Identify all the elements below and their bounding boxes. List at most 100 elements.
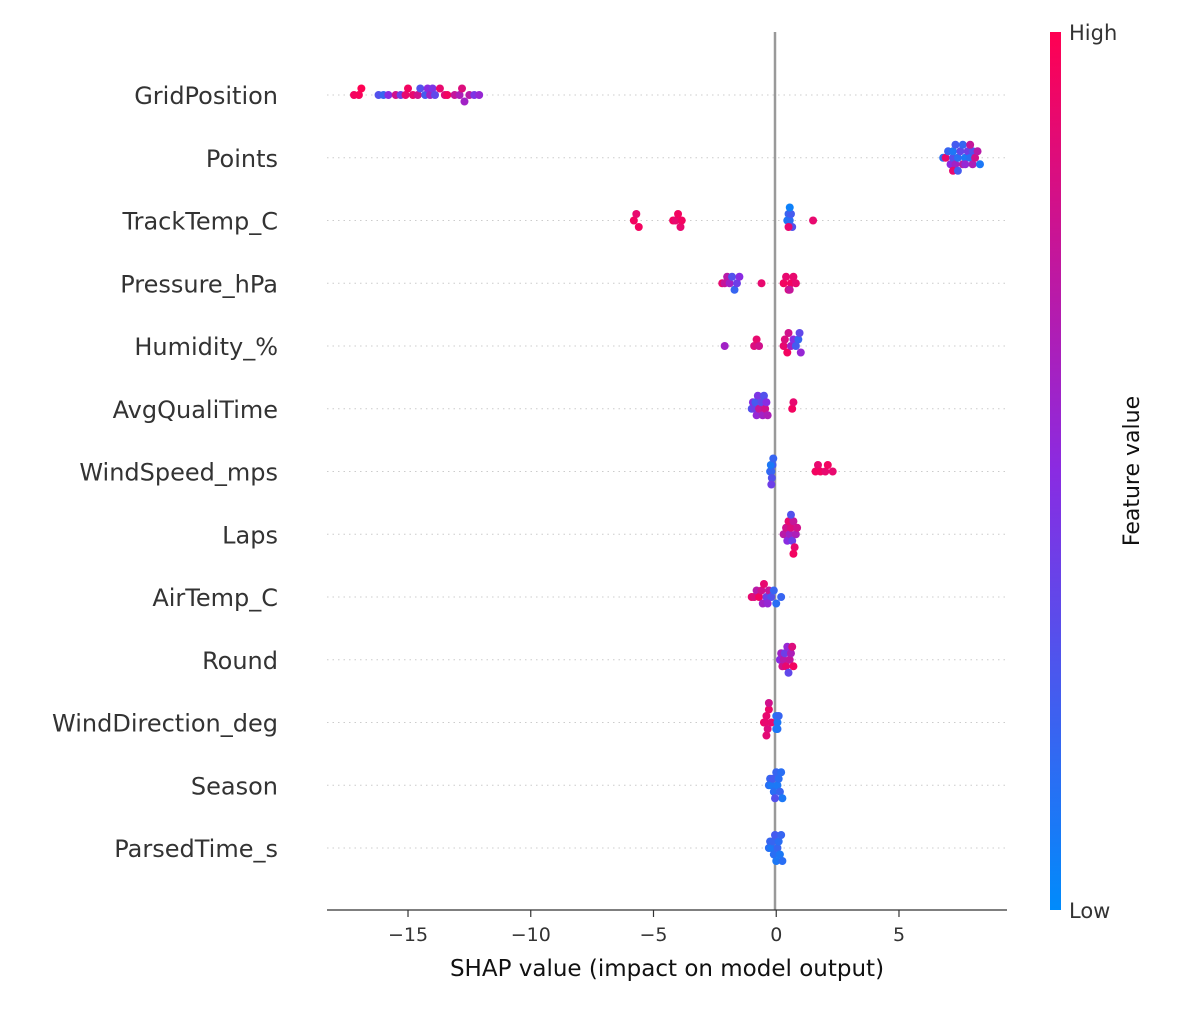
shap-point <box>413 91 422 99</box>
shap-point <box>786 210 795 218</box>
shap-point <box>788 404 797 413</box>
shap-point <box>786 649 795 658</box>
shap-point <box>821 467 830 476</box>
shap-point <box>720 342 729 350</box>
shap-point <box>813 461 822 469</box>
shap-point <box>791 530 800 539</box>
x-tick-label: −15 <box>388 924 428 946</box>
shap-point <box>773 718 782 727</box>
feature-label: WindSpeed_mps <box>79 459 278 487</box>
x-tick-label: 5 <box>893 924 905 946</box>
shap-point <box>728 272 737 281</box>
shap-point <box>475 91 484 99</box>
shap-point <box>755 593 764 601</box>
shap-point <box>795 329 804 337</box>
shap-point <box>796 348 805 357</box>
shap-point <box>828 467 837 476</box>
shap-point <box>762 398 771 407</box>
shap-point <box>953 153 962 162</box>
feature-label: Points <box>206 145 278 173</box>
colorbar-high-label: High <box>1069 21 1117 45</box>
shap-point <box>971 153 980 162</box>
shap-point <box>785 655 794 664</box>
shap-point <box>789 398 798 407</box>
feature-label: Season <box>191 772 278 800</box>
shap-point <box>769 454 778 463</box>
feature-label: Pressure_hPa <box>120 270 278 298</box>
feature-label: AirTemp_C <box>152 584 278 612</box>
shap-point <box>674 210 683 218</box>
colorbar-title: Feature value <box>1120 396 1145 546</box>
shap-point <box>751 398 760 407</box>
shap-point <box>767 781 776 790</box>
shap-point <box>671 216 680 225</box>
shap-point <box>823 461 832 469</box>
shap-point <box>757 279 766 288</box>
shap-point <box>632 210 641 218</box>
shap-point <box>789 662 798 671</box>
shap-point <box>401 91 410 99</box>
shap-point <box>761 404 770 413</box>
shap-point <box>794 335 803 344</box>
shap-point <box>764 699 773 707</box>
feature-labels: GridPosition Points TrackTemp_C Pressure_hP… <box>52 82 278 863</box>
shap-point <box>784 223 793 231</box>
x-tick-label: −10 <box>511 924 551 946</box>
shap-point <box>676 223 685 231</box>
shap-point <box>767 480 776 489</box>
x-axis-label: SHAP value (impact on model output) <box>450 956 884 982</box>
shap-point <box>735 272 744 281</box>
shap-point <box>416 84 425 93</box>
shap-point <box>774 774 783 783</box>
shap-point <box>767 467 776 476</box>
feature-label: Laps <box>222 521 278 549</box>
shap-point <box>755 404 764 413</box>
shap-point <box>779 530 788 539</box>
shap-point <box>951 160 960 169</box>
shap-point <box>772 599 781 608</box>
shap-point <box>460 97 469 106</box>
shap-point <box>767 474 776 482</box>
shap-point <box>763 725 772 733</box>
shap-point <box>789 549 798 558</box>
shap-point <box>777 768 786 777</box>
shap-point <box>788 536 797 545</box>
shap-point <box>730 285 739 294</box>
shap-point <box>431 91 440 99</box>
shap-point <box>774 837 783 846</box>
shap-point <box>759 391 768 400</box>
shap-point <box>809 216 818 225</box>
shap-point <box>435 84 444 93</box>
shap-point <box>786 510 795 519</box>
feature-label: Round <box>202 647 278 675</box>
shap-point <box>767 593 776 601</box>
shap-point <box>772 725 781 733</box>
shap-point <box>958 140 967 149</box>
shap-point <box>455 91 464 99</box>
feature-label: GridPosition <box>134 82 278 110</box>
shap-point <box>793 523 802 532</box>
feature-label: WindDirection_deg <box>52 710 278 738</box>
shap-point <box>788 642 797 651</box>
shap-point <box>768 774 777 783</box>
shap-point <box>764 705 773 714</box>
shap-point <box>966 140 975 149</box>
shap-point <box>790 543 799 552</box>
shap-point <box>785 216 794 225</box>
shap-point <box>757 586 766 595</box>
colorbar <box>1050 32 1061 910</box>
row-gridlines <box>327 94 1007 849</box>
shap-point <box>782 662 791 671</box>
shap-point <box>791 342 800 350</box>
shap-point <box>755 342 764 350</box>
shap-point <box>773 781 782 790</box>
shap-point <box>779 279 788 288</box>
shap-point <box>732 279 741 288</box>
shap-point <box>677 216 686 225</box>
shap-point <box>759 580 768 588</box>
shap-point <box>973 147 982 156</box>
shap-point <box>443 91 452 99</box>
shap-point <box>761 718 770 727</box>
shap-point <box>772 857 781 865</box>
